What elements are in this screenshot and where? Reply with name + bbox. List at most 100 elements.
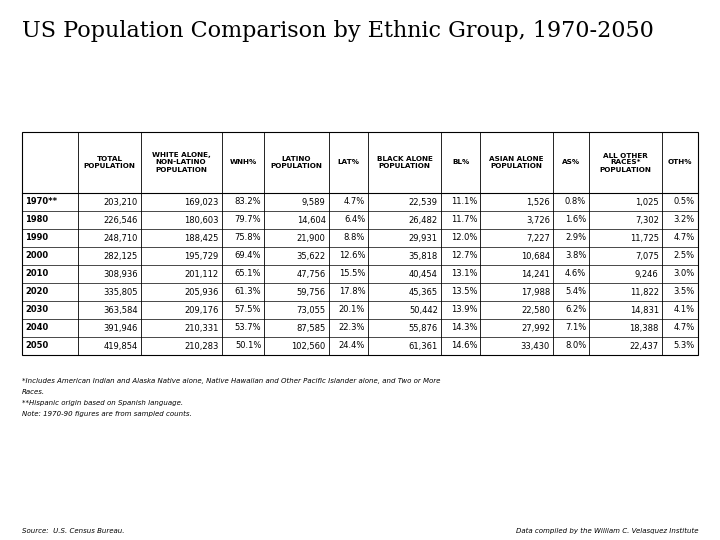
Text: **Hispanic origin based on Spanish language.: **Hispanic origin based on Spanish langu…	[22, 400, 183, 406]
Text: 13.1%: 13.1%	[451, 269, 477, 279]
Text: 209,176: 209,176	[184, 306, 218, 314]
Text: 8.0%: 8.0%	[565, 341, 586, 350]
Text: 15.5%: 15.5%	[339, 269, 365, 279]
Text: 73,055: 73,055	[297, 306, 325, 314]
Text: 11.7%: 11.7%	[451, 215, 477, 225]
Text: 2030: 2030	[25, 306, 48, 314]
Text: 210,283: 210,283	[184, 341, 218, 350]
Text: 83.2%: 83.2%	[235, 198, 261, 206]
Text: 10,684: 10,684	[521, 252, 550, 260]
Text: 7,227: 7,227	[526, 233, 550, 242]
Text: 12.0%: 12.0%	[451, 233, 477, 242]
Text: 3.0%: 3.0%	[674, 269, 695, 279]
Text: 2000: 2000	[25, 252, 48, 260]
Text: Races.: Races.	[22, 389, 45, 395]
Text: 2050: 2050	[25, 341, 48, 350]
Text: 50.1%: 50.1%	[235, 341, 261, 350]
Text: 169,023: 169,023	[184, 198, 218, 206]
Text: WNH%: WNH%	[229, 159, 256, 165]
Text: 203,210: 203,210	[104, 198, 138, 206]
Text: 18,388: 18,388	[629, 323, 659, 333]
Text: 102,560: 102,560	[292, 341, 325, 350]
Text: 2010: 2010	[25, 269, 48, 279]
Text: 17.8%: 17.8%	[338, 287, 365, 296]
Text: 14,241: 14,241	[521, 269, 550, 279]
Text: ALL OTHER
RACES*
POPULATION: ALL OTHER RACES* POPULATION	[600, 152, 652, 172]
Text: 65.1%: 65.1%	[235, 269, 261, 279]
Text: 335,805: 335,805	[103, 287, 138, 296]
Text: 12.7%: 12.7%	[451, 252, 477, 260]
Text: 4.1%: 4.1%	[674, 306, 695, 314]
Text: 22.3%: 22.3%	[338, 323, 365, 333]
Text: 47,756: 47,756	[297, 269, 325, 279]
Text: 2020: 2020	[25, 287, 48, 296]
Text: 13.5%: 13.5%	[451, 287, 477, 296]
Text: 7,075: 7,075	[635, 252, 659, 260]
Text: 61.3%: 61.3%	[235, 287, 261, 296]
Text: 3.2%: 3.2%	[674, 215, 695, 225]
Text: 35,818: 35,818	[408, 252, 438, 260]
Text: 4.7%: 4.7%	[674, 323, 695, 333]
Text: LAT%: LAT%	[338, 159, 359, 165]
Bar	[22, 132, 698, 355]
Text: 20.1%: 20.1%	[339, 306, 365, 314]
Text: 9,589: 9,589	[302, 198, 325, 206]
Text: LATINO
POPULATION: LATINO POPULATION	[271, 156, 323, 169]
Text: 363,584: 363,584	[103, 306, 138, 314]
Text: 27,992: 27,992	[521, 323, 550, 333]
Text: 87,585: 87,585	[297, 323, 325, 333]
Text: US Population Comparison by Ethnic Group, 1970-2050: US Population Comparison by Ethnic Group…	[22, 20, 654, 42]
Text: 11,725: 11,725	[630, 233, 659, 242]
Text: 7,302: 7,302	[635, 215, 659, 225]
Text: 419,854: 419,854	[104, 341, 138, 350]
Text: 7.1%: 7.1%	[565, 323, 586, 333]
Text: 391,946: 391,946	[104, 323, 138, 333]
Text: 40,454: 40,454	[409, 269, 438, 279]
Text: 11.1%: 11.1%	[451, 198, 477, 206]
Text: 55,876: 55,876	[408, 323, 438, 333]
Text: 4.7%: 4.7%	[344, 198, 365, 206]
Text: 13.9%: 13.9%	[451, 306, 477, 314]
Text: 5.4%: 5.4%	[565, 287, 586, 296]
Text: 1980: 1980	[25, 215, 48, 225]
Text: 21,900: 21,900	[297, 233, 325, 242]
Text: 308,936: 308,936	[103, 269, 138, 279]
Text: 61,361: 61,361	[408, 341, 438, 350]
Text: 210,331: 210,331	[184, 323, 218, 333]
Text: 14,831: 14,831	[629, 306, 659, 314]
Text: 33,430: 33,430	[521, 341, 550, 350]
Text: 195,729: 195,729	[184, 252, 218, 260]
Text: 57.5%: 57.5%	[235, 306, 261, 314]
Text: *Includes American Indian and Alaska Native alone, Native Hawaiian and Other Pac: *Includes American Indian and Alaska Nat…	[22, 378, 441, 384]
Text: TOTAL
POPULATION: TOTAL POPULATION	[84, 156, 135, 169]
Text: BLACK ALONE
POPULATION: BLACK ALONE POPULATION	[377, 156, 433, 169]
Text: 17,988: 17,988	[521, 287, 550, 296]
Text: 4.7%: 4.7%	[674, 233, 695, 242]
Text: 53.7%: 53.7%	[235, 323, 261, 333]
Text: 14,604: 14,604	[297, 215, 325, 225]
Text: 2040: 2040	[25, 323, 48, 333]
Text: 3.8%: 3.8%	[564, 252, 586, 260]
Text: AS%: AS%	[562, 159, 580, 165]
Text: 1,025: 1,025	[635, 198, 659, 206]
Text: 5.3%: 5.3%	[674, 341, 695, 350]
Text: Source:  U.S. Census Bureau.: Source: U.S. Census Bureau.	[22, 528, 125, 534]
Text: 24.4%: 24.4%	[339, 341, 365, 350]
Text: 6.2%: 6.2%	[565, 306, 586, 314]
Text: 1,526: 1,526	[526, 198, 550, 206]
Text: 14.3%: 14.3%	[451, 323, 477, 333]
Text: 6.4%: 6.4%	[344, 215, 365, 225]
Text: 75.8%: 75.8%	[235, 233, 261, 242]
Text: 1970**: 1970**	[25, 198, 57, 206]
Text: 50,442: 50,442	[409, 306, 438, 314]
Text: 22,539: 22,539	[409, 198, 438, 206]
Text: 0.5%: 0.5%	[674, 198, 695, 206]
Text: 35,622: 35,622	[297, 252, 325, 260]
Text: 45,365: 45,365	[409, 287, 438, 296]
Text: 188,425: 188,425	[184, 233, 218, 242]
Text: 8.8%: 8.8%	[344, 233, 365, 242]
Text: ASIAN ALONE
POPULATION: ASIAN ALONE POPULATION	[490, 156, 544, 169]
Text: 180,603: 180,603	[184, 215, 218, 225]
Text: OTH%: OTH%	[667, 159, 692, 165]
Text: 79.7%: 79.7%	[235, 215, 261, 225]
